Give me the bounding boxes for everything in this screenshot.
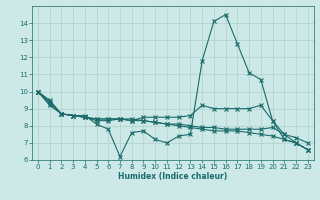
X-axis label: Humidex (Indice chaleur): Humidex (Indice chaleur): [118, 172, 228, 181]
